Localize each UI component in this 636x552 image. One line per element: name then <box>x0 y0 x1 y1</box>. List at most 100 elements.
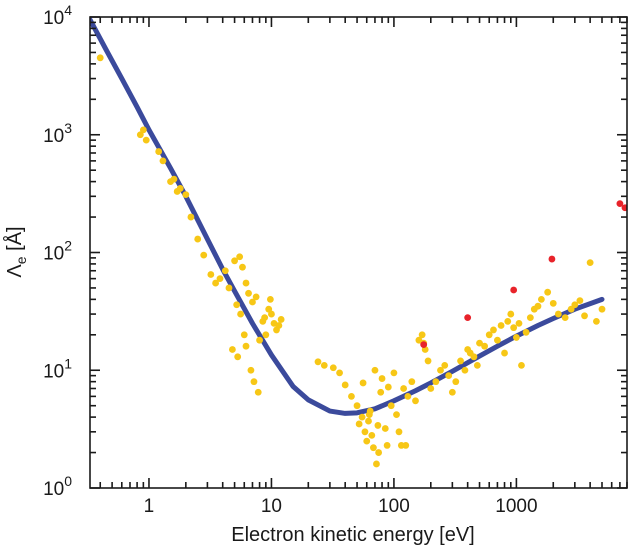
axes-layer <box>89 16 628 489</box>
data-point <box>404 392 412 400</box>
y-tick-base: 10 <box>43 479 64 500</box>
data-point <box>576 297 584 305</box>
data-point <box>358 413 366 421</box>
data-point <box>452 378 460 386</box>
data-point <box>378 375 386 382</box>
data-point <box>252 293 260 301</box>
data-point <box>510 324 518 332</box>
y-axis-title: Λe [Å] <box>3 226 29 277</box>
highlight-data-point <box>616 200 624 208</box>
data-point <box>481 342 488 350</box>
data-point <box>400 385 408 392</box>
data-point <box>395 428 403 436</box>
x-tick-label: 1000 <box>495 496 537 517</box>
data-point <box>390 369 398 377</box>
data-point <box>341 381 349 389</box>
data-point <box>245 289 252 297</box>
data-point <box>445 372 453 380</box>
y-tick-base: 10 <box>43 361 64 382</box>
data-point <box>262 331 270 339</box>
data-point <box>254 388 262 396</box>
data-point <box>200 251 208 259</box>
data-point <box>277 316 285 323</box>
data-point <box>212 279 220 287</box>
data-point <box>176 185 184 192</box>
data-point <box>359 379 367 387</box>
data-point <box>314 358 322 366</box>
data-point <box>365 411 373 419</box>
data-point <box>377 388 385 396</box>
data-point <box>457 357 464 365</box>
y-tick-exponent: 3 <box>64 120 72 136</box>
highlight-data-point <box>464 314 472 321</box>
data-point <box>375 449 383 456</box>
y-axis-title-subscript: e <box>13 256 29 264</box>
data-point <box>231 257 238 265</box>
x-tick-label: 100 <box>378 496 410 517</box>
data-point <box>237 310 245 318</box>
data-point <box>363 437 371 445</box>
data-point <box>497 322 505 329</box>
data-point <box>412 397 419 405</box>
data-point <box>427 385 435 392</box>
x-tick-labels: 1 10 100 1000 <box>144 496 538 517</box>
data-point <box>182 191 190 199</box>
data-point <box>473 361 481 369</box>
data-point <box>250 378 258 386</box>
data-point <box>518 361 525 369</box>
data-point <box>373 460 380 468</box>
data-point <box>593 317 600 325</box>
data-point <box>353 402 361 410</box>
data-point <box>381 425 389 432</box>
data-point <box>194 235 202 243</box>
data-point <box>236 253 244 261</box>
data-point <box>170 175 178 183</box>
data-point <box>402 442 410 449</box>
data-point <box>586 259 594 267</box>
highlight-data-point <box>548 255 556 263</box>
data-point <box>136 131 144 139</box>
data-point <box>159 157 167 165</box>
highlight-data-point <box>621 204 627 212</box>
data-point <box>485 331 493 339</box>
data-point <box>348 392 355 400</box>
data-point <box>207 271 215 278</box>
y-tick-label: 102 <box>43 238 72 265</box>
data-point <box>234 353 242 361</box>
y-axis-title-symbol: Λ <box>4 264 26 278</box>
data-point <box>437 366 444 374</box>
data-point <box>448 388 456 396</box>
data-point <box>374 422 382 429</box>
data-point <box>336 369 343 377</box>
data-point <box>221 267 229 275</box>
data-point <box>561 314 569 321</box>
data-point <box>549 299 557 307</box>
y-tick-label: 103 <box>43 120 72 147</box>
data-point <box>266 295 274 303</box>
data-point <box>240 331 248 339</box>
data-point <box>216 275 224 283</box>
data-point <box>554 310 562 318</box>
data-point <box>275 322 283 329</box>
data-point <box>408 378 416 386</box>
y-tick-base: 10 <box>43 8 64 29</box>
x-axis-title: Electron kinetic energy [eV] <box>231 524 474 546</box>
data-point <box>96 54 104 62</box>
data-point <box>329 364 337 372</box>
y-tick-exponent: 4 <box>64 2 72 18</box>
data-point <box>361 428 369 436</box>
fit-curve <box>90 17 605 416</box>
data-point <box>249 298 256 306</box>
y-tick-exponent: 2 <box>64 238 72 254</box>
data-point <box>504 317 512 325</box>
data-point <box>155 148 163 155</box>
curve-layer <box>90 17 605 416</box>
data-point <box>368 431 376 439</box>
data-point <box>225 284 233 292</box>
data-point <box>383 442 391 449</box>
data-point <box>261 314 269 321</box>
data-point <box>470 353 478 361</box>
data-point <box>522 328 530 336</box>
